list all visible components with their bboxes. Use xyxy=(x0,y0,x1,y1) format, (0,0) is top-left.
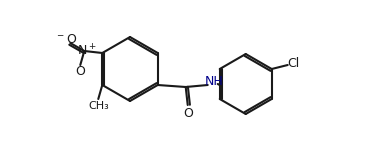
Text: CH₃: CH₃ xyxy=(88,101,109,111)
Text: Cl: Cl xyxy=(287,56,300,70)
Text: $^-$O: $^-$O xyxy=(55,32,77,46)
Text: O: O xyxy=(75,65,85,77)
Text: NH: NH xyxy=(204,75,223,87)
Text: O: O xyxy=(183,106,193,120)
Text: N$^+$: N$^+$ xyxy=(77,43,96,59)
